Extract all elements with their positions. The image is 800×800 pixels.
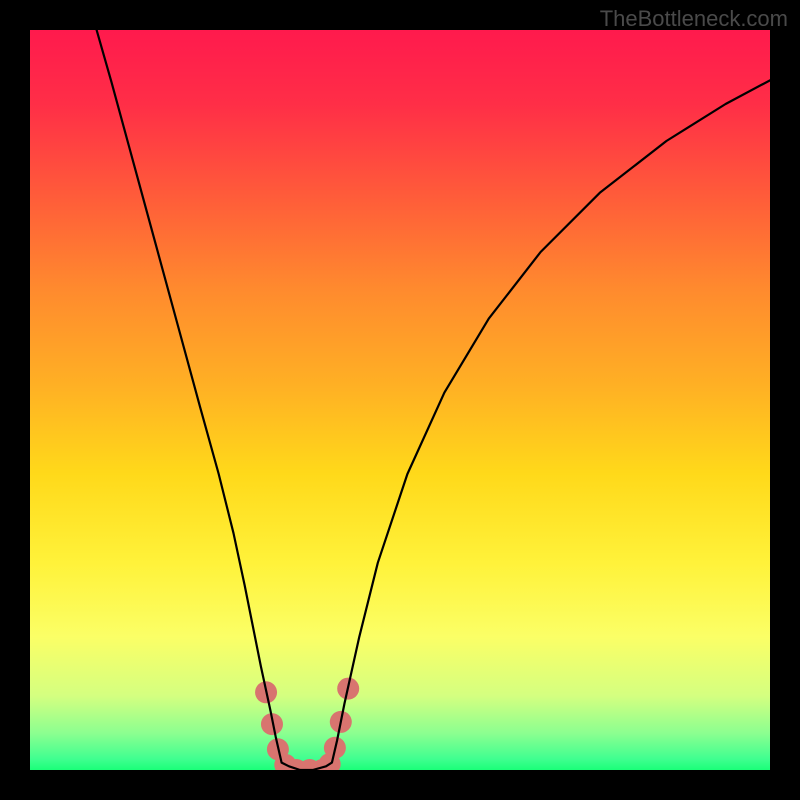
bead-group (255, 678, 359, 770)
watermark-text: TheBottleneck.com (600, 6, 788, 32)
curve-overlay (30, 30, 770, 770)
bottleneck-curve (97, 30, 770, 770)
plot-area (30, 30, 770, 770)
chart-container: TheBottleneck.com (0, 0, 800, 800)
